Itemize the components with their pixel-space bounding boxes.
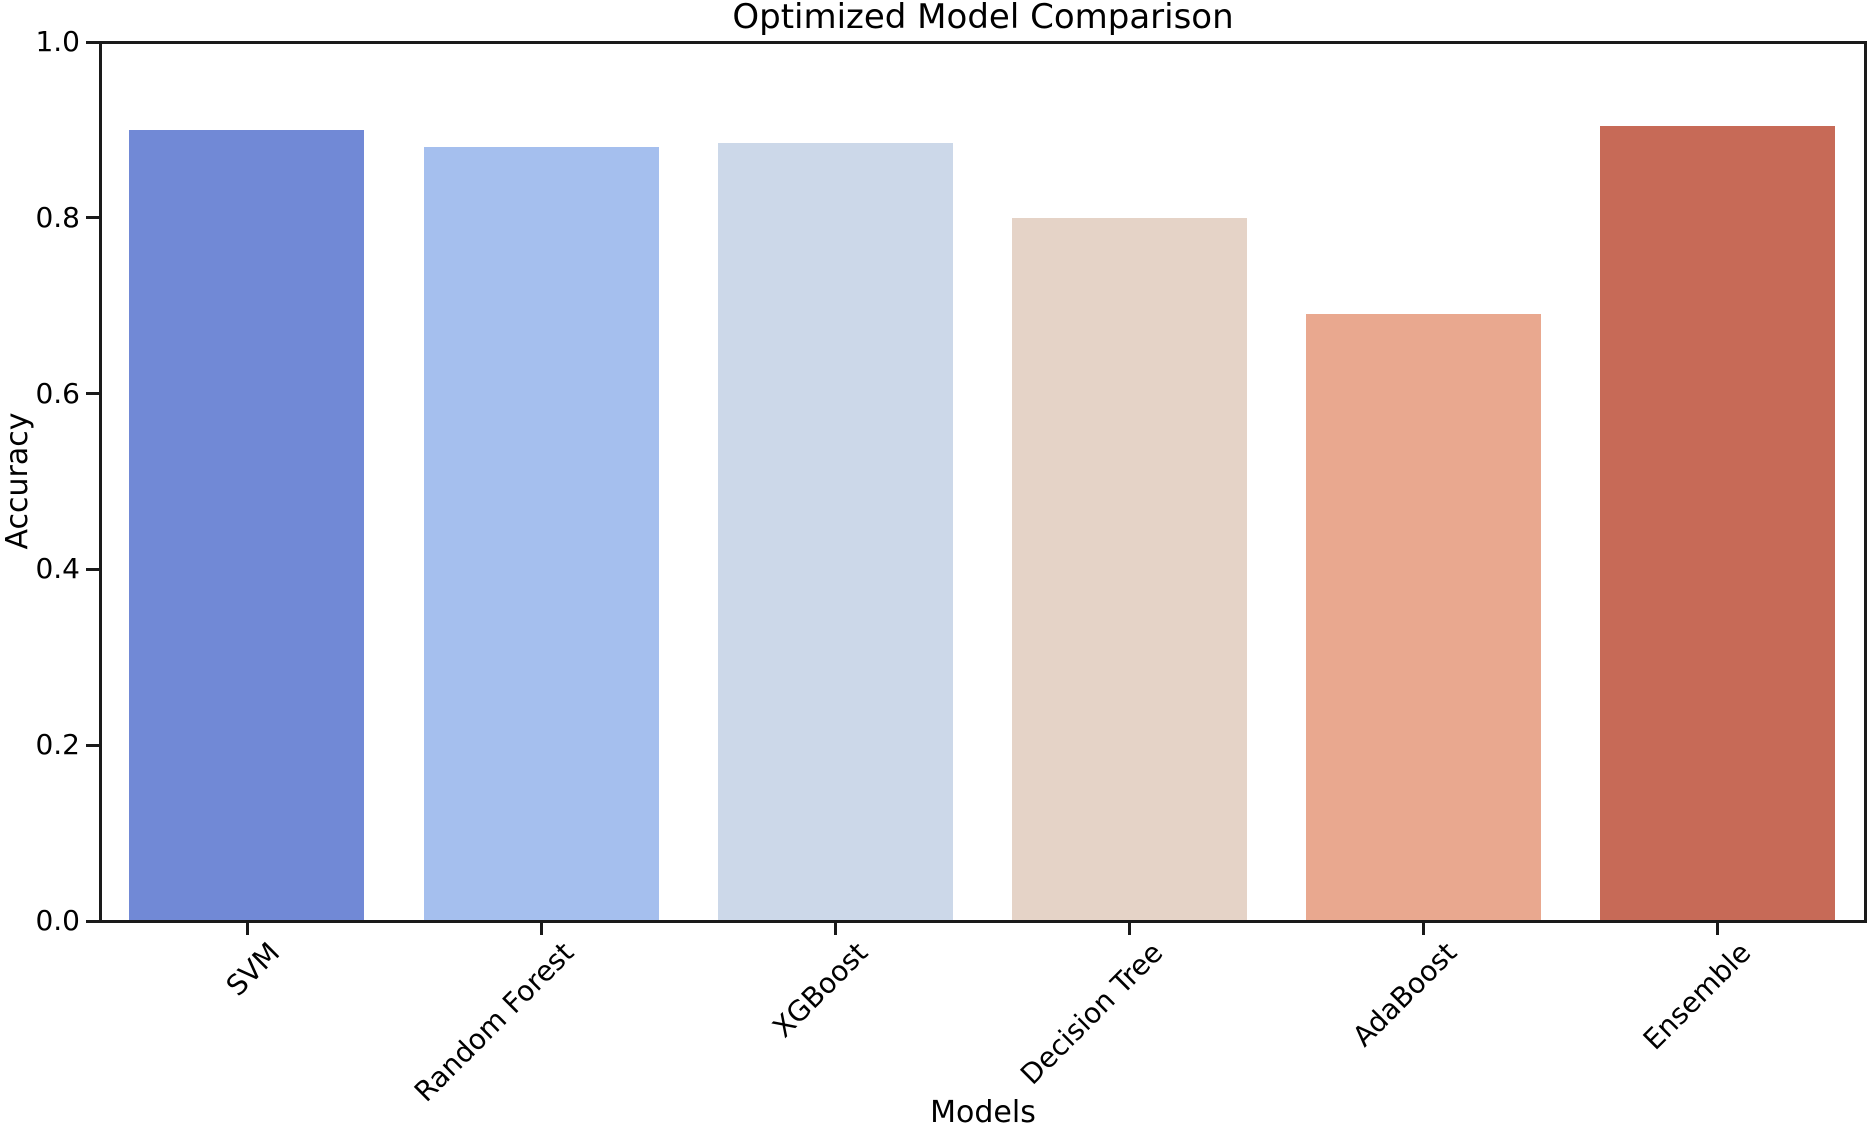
x-tick-mark bbox=[1422, 923, 1425, 935]
bar-random-forest bbox=[424, 147, 659, 921]
y-tick-label-1.0: 1.0 bbox=[35, 25, 80, 58]
y-tick-label-0.2: 0.2 bbox=[35, 728, 80, 761]
y-tick-label-0.0: 0.0 bbox=[35, 904, 80, 937]
chart-title: Optimized Model Comparison bbox=[732, 0, 1234, 37]
y-tick-label-0.6: 0.6 bbox=[35, 377, 80, 410]
y-tick-mark bbox=[86, 568, 99, 571]
bar-adaboost bbox=[1306, 314, 1541, 921]
x-tick-mark bbox=[834, 923, 837, 935]
y-tick-label-0.8: 0.8 bbox=[35, 201, 80, 234]
x-tick-mark bbox=[1716, 923, 1719, 935]
x-tick-label-random-forest: Random Forest bbox=[407, 935, 581, 1109]
y-tick-mark bbox=[86, 216, 99, 219]
x-tick-mark bbox=[246, 923, 249, 935]
y-tick-mark bbox=[86, 744, 99, 747]
y-tick-mark bbox=[86, 41, 99, 44]
x-tick-label-adaboost: AdaBoost bbox=[1346, 935, 1464, 1054]
bar-ensemble bbox=[1600, 126, 1835, 921]
bar-decision-tree bbox=[1012, 218, 1247, 921]
y-tick-mark bbox=[86, 392, 99, 395]
bar-xgboost bbox=[718, 143, 953, 921]
x-tick-label-ensemble: Ensemble bbox=[1636, 935, 1758, 1057]
x-axis-label: Models bbox=[930, 1095, 1036, 1130]
y-axis-label: Accuracy bbox=[0, 412, 35, 550]
x-tick-label-xgboost: XGBoost bbox=[766, 935, 875, 1045]
x-tick-label-svm: SVM bbox=[219, 935, 287, 1003]
y-tick-label-0.4: 0.4 bbox=[35, 552, 80, 585]
y-tick-mark bbox=[86, 920, 99, 923]
x-tick-mark bbox=[540, 923, 543, 935]
bar-svm bbox=[129, 130, 364, 921]
x-tick-mark bbox=[1128, 923, 1131, 935]
